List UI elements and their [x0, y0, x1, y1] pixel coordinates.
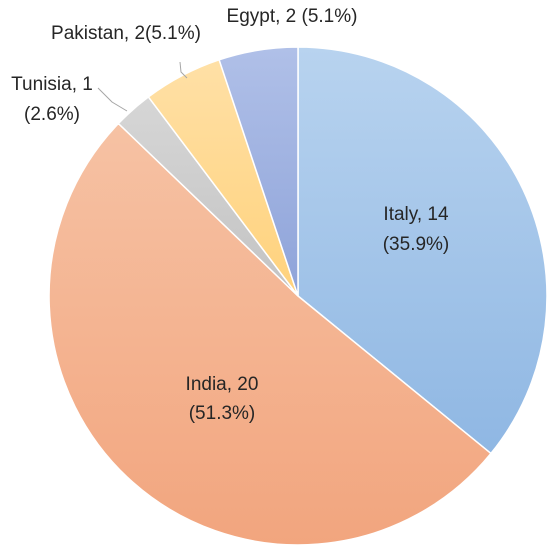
pie-slice-egypt	[218, 46, 299, 297]
data-label-india: India, 20 (51.3%)	[186, 374, 259, 424]
data-label-line: (2.6%)	[24, 104, 80, 125]
data-label-line: India, 20	[186, 374, 259, 395]
data-label-line: (35.9%)	[383, 234, 450, 255]
pie-slice-india	[48, 122, 492, 546]
data-label-line: Egypt, 2 (5.1%)	[227, 6, 358, 27]
data-label-line: Tunisia, 1	[11, 74, 93, 95]
leader-line-tunisia	[97, 87, 128, 112]
pie-slice-italy	[297, 46, 548, 455]
data-label-pakistan: Pakistan, 2(5.1%)	[51, 23, 201, 44]
data-label-line: Italy, 14	[383, 204, 449, 225]
leader-line-pakistan	[179, 61, 188, 79]
data-label-italy: Italy, 14 (35.9%)	[383, 204, 450, 255]
data-label-line: (51.3%)	[189, 403, 256, 424]
data-label-tunisia: Tunisia, 1 (2.6%)	[11, 74, 93, 125]
data-label-egypt: Egypt, 2 (5.1%)	[227, 6, 358, 27]
data-label-line: Pakistan, 2(5.1%)	[51, 23, 201, 44]
